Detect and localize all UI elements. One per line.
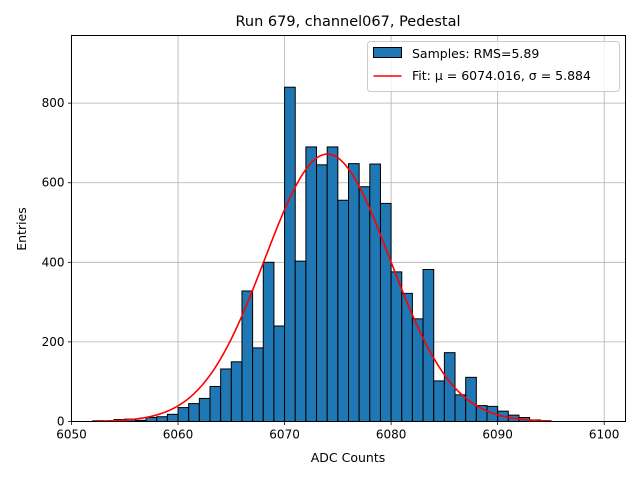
legend-histogram-label: Samples: RMS=5.89 [412, 46, 539, 61]
histogram-bar [455, 395, 466, 422]
histogram-bar [380, 203, 391, 421]
histogram-bar [221, 369, 232, 422]
legend-histogram-swatch [374, 48, 402, 58]
x-tick-label: 6100 [589, 428, 620, 442]
legend-fit-label: Fit: μ = 6074.016, σ = 5.884 [412, 68, 591, 83]
histogram-bar [253, 348, 264, 422]
histogram-bar [306, 147, 317, 422]
x-tick-label: 6080 [376, 428, 407, 442]
histogram-bar [434, 381, 445, 422]
x-tick-label: 6050 [56, 428, 87, 442]
histogram-bar [189, 404, 200, 422]
legend: Samples: RMS=5.89 Fit: μ = 6074.016, σ =… [368, 42, 620, 92]
histogram-bar [327, 147, 338, 422]
histogram-bar [370, 164, 381, 421]
histogram-bar [167, 414, 178, 421]
histogram-bar [349, 164, 360, 422]
x-tick-label: 6070 [269, 428, 300, 442]
y-axis-label: Entries [14, 207, 29, 251]
x-tick-label: 6090 [482, 428, 513, 442]
histogram-bar [210, 386, 221, 421]
histogram-bar [199, 398, 210, 421]
histogram-bar [263, 262, 274, 421]
y-tick-label: 200 [42, 335, 65, 349]
histogram-bar [391, 272, 402, 422]
x-tick-label: 6060 [163, 428, 194, 442]
histogram-bar [359, 187, 370, 422]
y-tick-label: 400 [42, 255, 65, 269]
y-tick-label: 600 [42, 176, 65, 190]
histogram-bar [338, 200, 349, 421]
histogram-bar [157, 417, 168, 422]
y-tick-label: 800 [42, 96, 65, 110]
histogram-bar [285, 87, 296, 421]
histogram-bar [146, 418, 157, 422]
y-tick-label: 0 [57, 415, 65, 429]
histogram-bar [231, 362, 242, 422]
x-axis-label: ADC Counts [311, 450, 386, 465]
histogram-bar [274, 326, 285, 422]
histogram-bar [178, 408, 189, 422]
histogram-bar [317, 165, 328, 422]
histogram-bar [295, 261, 306, 421]
histogram-bar [423, 269, 434, 421]
chart-title: Run 679, channel067, Pedestal [235, 14, 460, 30]
